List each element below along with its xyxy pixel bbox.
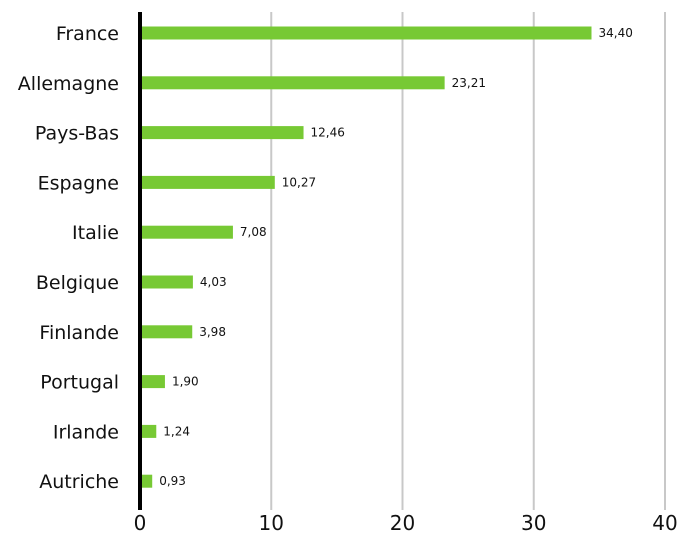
x-tick-label: 40 [652,511,677,534]
category-label: Irlande [53,421,119,443]
x-tick-labels: 0 10 20 30 40 [134,511,678,534]
x-tick-label: 10 [259,511,284,534]
bar-espagne [140,175,275,189]
category-label: Italie [72,222,119,244]
value-label: 7,08 [240,225,267,239]
category-label: Finlande [39,322,119,344]
x-tick-label: 30 [521,511,546,534]
x-tick-label: 20 [390,511,415,534]
bar-portugal [140,375,165,389]
category-label: Allemagne [18,73,119,95]
value-label: 4,03 [200,275,227,289]
bar-finlande [140,325,193,339]
category-label: Autriche [39,471,119,493]
category-labels: France Allemagne Pays-Bas Espagne Italie Belg… [18,23,119,493]
value-label: 1,90 [172,375,199,389]
value-label: 23,21 [452,76,486,90]
bar-allemagne [140,76,445,90]
category-label: Belgique [36,272,119,294]
value-label: 12,46 [311,126,345,140]
bar-belgique [140,275,193,289]
value-label: 10,27 [282,175,316,189]
value-label: 0,93 [159,474,186,488]
bar-italie [140,225,233,239]
bar-france [140,26,592,40]
gridlines [270,12,666,510]
category-label: Espagne [38,172,119,194]
category-label: Pays-Bas [35,123,119,145]
bar-autriche [140,474,153,488]
value-labels: 34,40 23,21 12,46 10,27 7,08 4,03 3,98 1,90 1,24… [159,26,633,488]
value-label: 1,24 [163,424,190,438]
bars [140,26,592,488]
category-label: France [56,23,119,45]
value-label: 3,98 [199,325,226,339]
value-label: 34,40 [599,26,633,40]
bar-irlande [140,424,157,438]
category-label: Portugal [40,372,119,394]
x-tick-label: 0 [134,511,147,534]
bar-pays-bas [140,126,304,140]
